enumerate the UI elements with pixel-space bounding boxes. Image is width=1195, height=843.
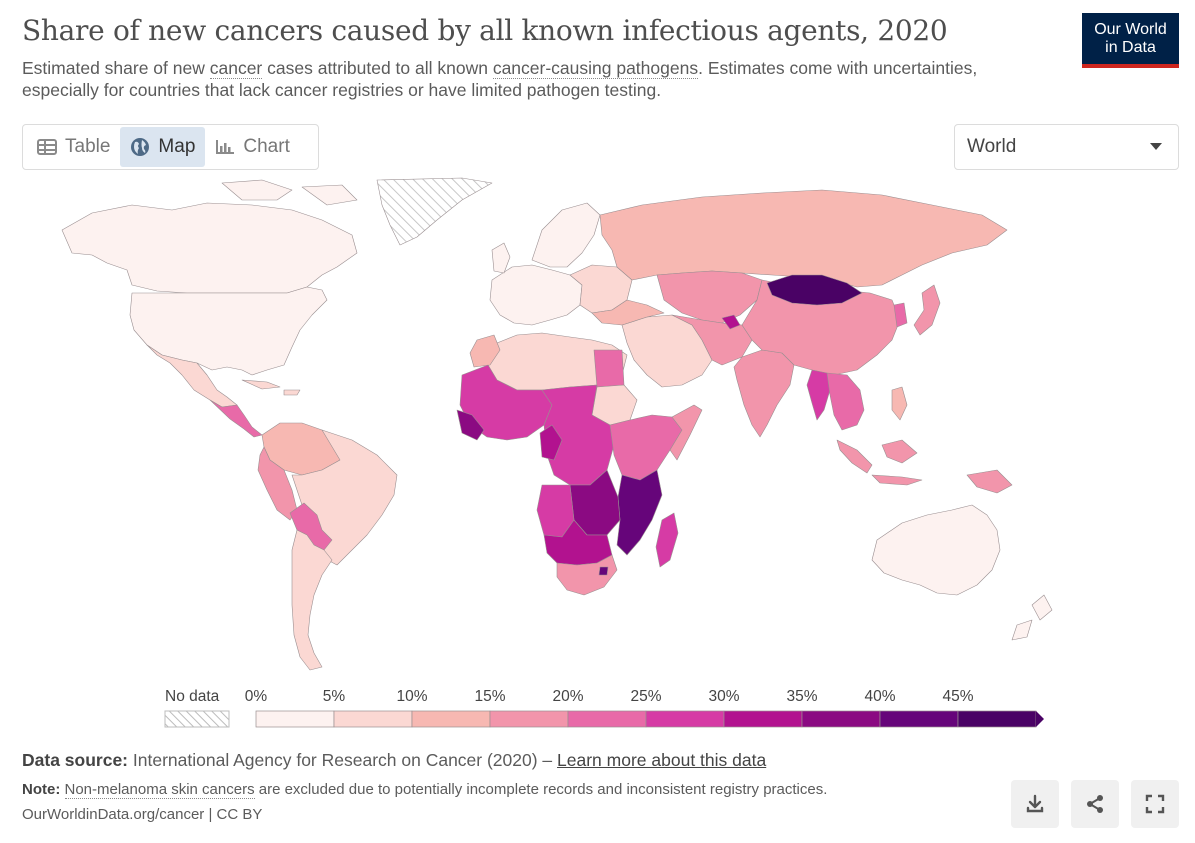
cancer-term-link[interactable]: cancer (209, 58, 263, 79)
region-peru[interactable] (257, 446, 298, 521)
legend-tick-label: 10% (396, 688, 427, 705)
region-usa[interactable] (129, 286, 328, 376)
download-icon (1026, 794, 1044, 813)
legend-tick-label: 5% (323, 688, 346, 705)
region-central-america[interactable] (209, 399, 263, 438)
legend-bin-7[interactable] (801, 710, 881, 728)
tab-map-label: Map (158, 136, 196, 157)
legend-tick-label: 40% (864, 688, 895, 705)
fullscreen-button[interactable] (1131, 780, 1179, 828)
region-select[interactable]: World (954, 124, 1179, 170)
legend-tick-label: 0% (245, 688, 268, 705)
subtitle-text: Estimated share of new (22, 58, 210, 78)
legend-bin-6[interactable] (723, 710, 803, 728)
legend-tick-label: 15% (474, 688, 505, 705)
region-philippines[interactable] (891, 386, 908, 421)
legend-tick-label: 25% (630, 688, 661, 705)
region-arctic-islands[interactable] (221, 179, 358, 206)
source-text: International Agency for Research on Can… (132, 750, 558, 770)
legend-bin-1[interactable] (333, 710, 413, 728)
tab-map[interactable]: Map (120, 127, 206, 167)
data-source: Data source: International Agency for Re… (22, 750, 766, 771)
chart-note: Note: Non-melanoma skin cancers are excl… (22, 781, 828, 799)
share-button[interactable] (1071, 780, 1119, 828)
region-southern-cone[interactable] (291, 529, 333, 671)
legend-bin-2[interactable] (411, 710, 491, 728)
region-mozambique-malawi[interactable] (616, 469, 663, 556)
region-caribbean[interactable] (241, 379, 301, 396)
logo-line-1: Our World (1094, 21, 1167, 38)
map-legend: No data 0% 5% 10% 15% 20% 25% 30% 35% 40% 45% (164, 688, 1044, 728)
region-morocco[interactable] (469, 334, 501, 368)
fullscreen-icon (1145, 794, 1165, 814)
non-melanoma-link[interactable]: Non-melanoma skin cancers (64, 781, 255, 799)
legend-tick-label: 30% (708, 688, 739, 705)
page-subtitle: Estimated share of new cancer cases attr… (22, 57, 982, 101)
tab-chart-label: Chart (243, 136, 290, 157)
tab-table-label: Table (65, 136, 111, 157)
chart-icon (216, 140, 235, 154)
logo-line-2: in Data (1105, 39, 1156, 56)
region-australia[interactable] (871, 504, 1001, 596)
region-greenland[interactable] (376, 177, 493, 246)
learn-more-link[interactable]: Learn more about this data (557, 750, 767, 770)
note-text: are excluded due to potentially incomple… (254, 781, 828, 798)
legend-bins: 0% 5% 10% 15% 20% 25% 30% 35% 40% 45% (245, 688, 1044, 728)
pathogens-term-link[interactable]: cancer-causing pathogens (492, 58, 699, 79)
region-turkey[interactable] (591, 299, 665, 326)
page-title: Share of new cancers caused by all known… (22, 14, 948, 47)
table-icon (37, 139, 57, 155)
region-cameroon[interactable] (539, 424, 563, 461)
view-tabs: Table Map Chart (22, 124, 319, 170)
region-tajikistan[interactable] (721, 314, 741, 330)
region-madagascar[interactable] (655, 512, 679, 568)
legend-no-data-label: No data (165, 688, 220, 705)
legend-tick-label: 20% (552, 688, 583, 705)
region-indonesia[interactable] (836, 439, 1013, 494)
legend-arrow-icon (1036, 711, 1044, 727)
legend-tick-label: 35% (786, 688, 817, 705)
region-myanmar[interactable] (806, 369, 831, 421)
legend-tick-label: 45% (942, 688, 973, 705)
region-india[interactable] (733, 349, 795, 438)
chevron-down-icon (1150, 143, 1162, 150)
region-central-asia[interactable] (656, 270, 763, 324)
owid-logo[interactable]: Our World in Data (1082, 13, 1179, 68)
subtitle-text: . Estimates come with uncertainties, esp… (22, 58, 978, 100)
tab-chart[interactable]: Chart (205, 127, 299, 167)
legend-bin-5[interactable] (645, 710, 725, 728)
region-somalia[interactable] (669, 404, 703, 461)
legend-bin-9[interactable] (957, 710, 1037, 728)
note-label: Note: (22, 781, 61, 798)
region-indochina[interactable] (826, 372, 865, 431)
region-mongolia[interactable] (766, 274, 863, 306)
legend-bin-8[interactable] (879, 710, 959, 728)
region-new-zealand[interactable] (1011, 594, 1053, 641)
source-label: Data source: (22, 750, 129, 770)
world-map (61, 177, 1053, 671)
tab-table[interactable]: Table (27, 127, 120, 167)
region-korea[interactable] (893, 302, 908, 328)
region-eswatini[interactable] (598, 566, 609, 576)
region-canada[interactable] (61, 202, 358, 294)
legend-no-data-swatch[interactable] (164, 710, 230, 728)
region-uk[interactable] (491, 242, 511, 274)
region-west-africa-coast[interactable] (456, 409, 485, 441)
license-text[interactable]: OurWorldinData.org/cancer | CC BY (22, 806, 263, 823)
region-russia[interactable] (599, 189, 1008, 288)
globe-icon (131, 138, 150, 156)
logo-accent-bar (1082, 64, 1179, 68)
region-south-africa[interactable] (556, 554, 618, 596)
legend-bin-4[interactable] (567, 710, 647, 728)
region-select-value: World (967, 136, 1017, 157)
region-japan[interactable] (913, 284, 941, 336)
legend-bin-3[interactable] (489, 710, 569, 728)
region-western-europe[interactable] (489, 264, 583, 326)
region-egypt[interactable] (593, 349, 625, 388)
download-button[interactable] (1011, 780, 1059, 828)
subtitle-text: cases attributed to all known (262, 58, 493, 78)
region-scandinavia[interactable] (531, 202, 601, 268)
share-icon (1087, 795, 1103, 813)
legend-bin-0[interactable] (255, 710, 335, 728)
